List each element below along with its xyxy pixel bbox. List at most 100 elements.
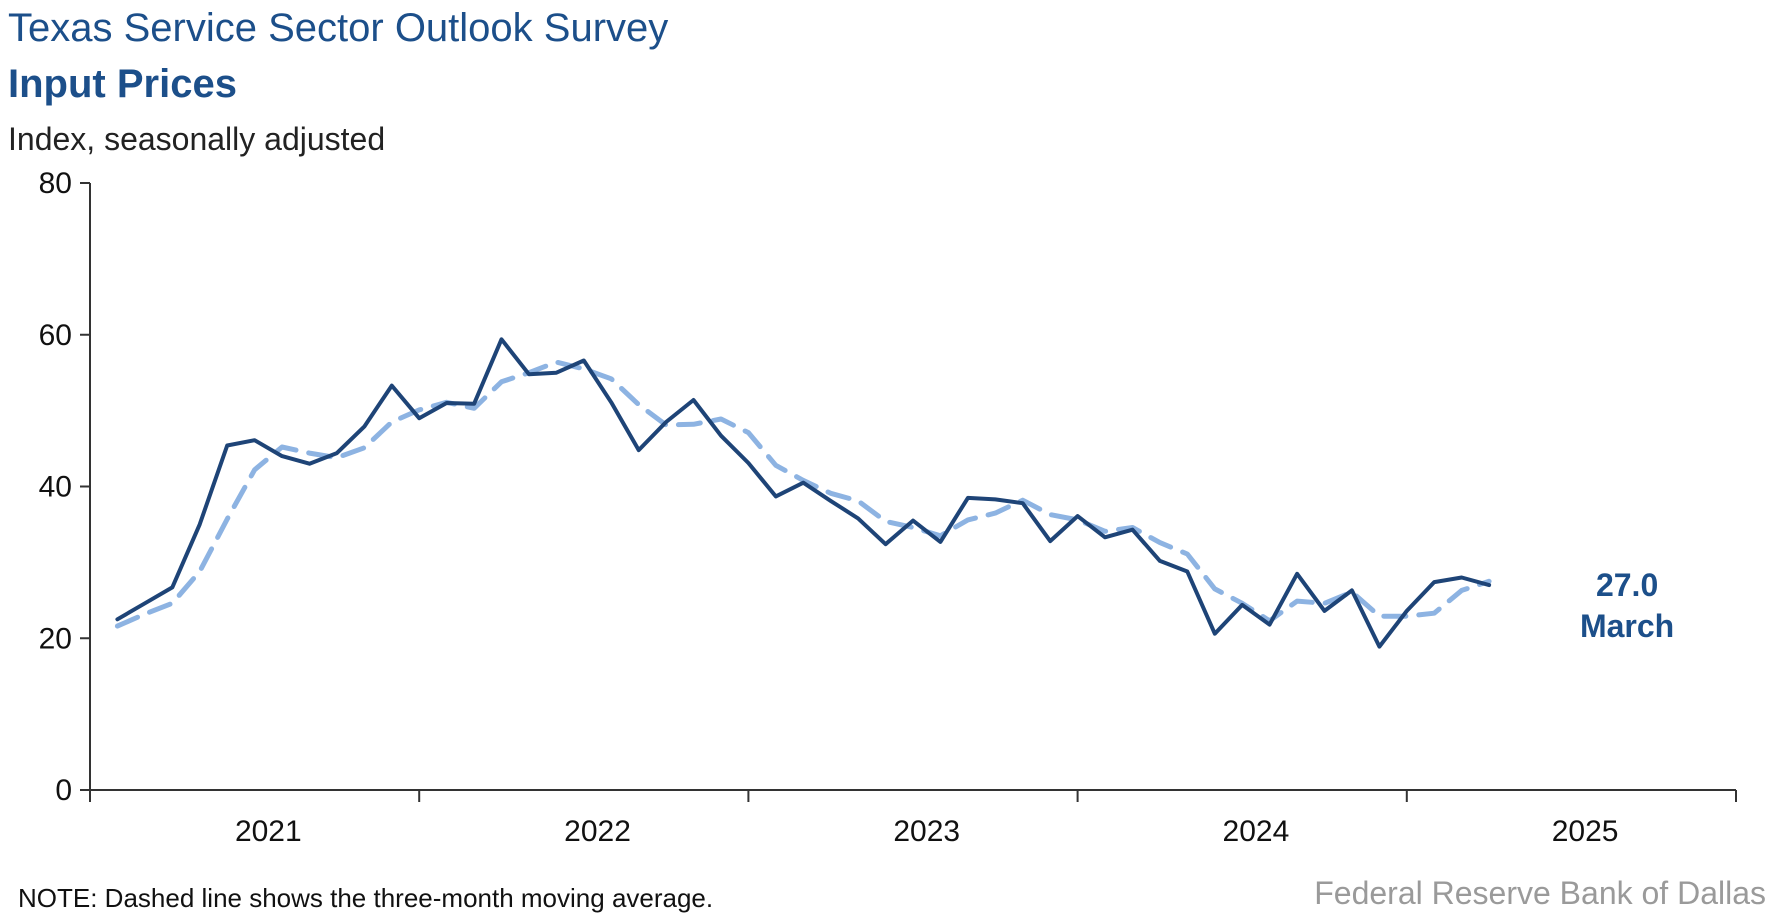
y-tick-label: 40 — [39, 471, 72, 504]
moving-average-point — [693, 424, 694, 425]
moving-average-point — [1406, 616, 1407, 617]
input-prices-point — [172, 587, 173, 588]
input-prices-point — [583, 360, 584, 361]
input-prices-point — [364, 426, 365, 427]
x-tick-label: 2023 — [893, 815, 960, 848]
input-prices-point — [1269, 624, 1270, 625]
moving-average-point — [556, 362, 557, 363]
input-prices-point — [1132, 529, 1133, 530]
moving-average-point — [282, 447, 283, 448]
moving-average-point — [227, 519, 228, 520]
input-prices-point — [638, 450, 639, 451]
moving-average-point — [1461, 590, 1462, 591]
chart-subtitle: Input Prices — [8, 62, 237, 106]
moving-average-point — [611, 378, 612, 379]
moving-average-point — [1050, 514, 1051, 515]
x-tick-label: 2025 — [1552, 815, 1619, 848]
input-prices-point — [144, 603, 145, 604]
moving-average-line — [114, 359, 1492, 629]
input-prices-point — [1050, 541, 1051, 542]
input-prices-point — [1434, 582, 1435, 583]
moving-average-point — [309, 453, 310, 454]
input-prices-point — [721, 435, 722, 436]
input-prices-point — [995, 499, 996, 500]
y-axis-label: Index, seasonally adjusted — [8, 121, 386, 157]
input-prices-point — [803, 482, 804, 483]
input-prices-point — [528, 374, 529, 375]
input-prices-point — [1187, 571, 1188, 572]
input-prices-point — [446, 403, 447, 404]
input-prices-point — [391, 385, 392, 386]
input-prices-point — [1214, 633, 1215, 634]
input-prices-point — [775, 496, 776, 497]
moving-average-point — [364, 447, 365, 448]
input-prices-point — [282, 456, 283, 457]
moving-average-point — [1379, 616, 1380, 617]
input-prices-point — [913, 520, 914, 521]
moving-average-point — [144, 614, 145, 615]
input-prices-point — [227, 445, 228, 446]
moving-average-point — [1324, 603, 1325, 604]
input-prices-point — [1105, 537, 1106, 538]
input-prices-point — [336, 453, 337, 454]
input-prices-point — [666, 422, 667, 423]
chart-note: NOTE: Dashed line shows the three-month … — [18, 883, 714, 913]
moving-average-point — [1105, 531, 1106, 532]
moving-average-point — [967, 519, 968, 520]
input-prices-point — [1461, 577, 1462, 578]
moving-average-point — [583, 368, 584, 369]
last-month-label: March — [1580, 608, 1674, 644]
input-prices-point — [254, 440, 255, 441]
moving-average-point — [254, 469, 255, 470]
input-prices-point — [1406, 610, 1407, 611]
input-prices-point — [1351, 590, 1352, 591]
input-prices-point — [967, 497, 968, 498]
moving-average-point — [913, 527, 914, 528]
x-tick-label: 2024 — [1223, 815, 1290, 848]
moving-average-point — [858, 500, 859, 501]
moving-average-point — [391, 422, 392, 423]
input-prices-point — [611, 402, 612, 403]
input-prices-point — [748, 463, 749, 464]
moving-average-point — [1297, 601, 1298, 602]
moving-average-point — [474, 408, 475, 409]
moving-average-point — [638, 404, 639, 405]
input-prices-point — [940, 541, 941, 542]
moving-average-point — [419, 409, 420, 410]
x-tick-label: 2022 — [564, 815, 631, 848]
input-prices-point — [1077, 516, 1078, 517]
moving-average-point — [336, 457, 337, 458]
input-prices-point — [1022, 503, 1023, 504]
moving-average-point — [830, 493, 831, 494]
source-credit: Federal Reserve Bank of Dallas — [1314, 875, 1766, 911]
input-prices-point — [556, 372, 557, 373]
moving-average-point — [940, 535, 941, 536]
moving-average-point — [1187, 554, 1188, 555]
axes: 0 20 40 60 80 2021 2022 2023 2024 2025 — [39, 167, 1737, 848]
input-prices-point — [309, 463, 310, 464]
moving-average-point — [199, 571, 200, 572]
input-prices-point — [1297, 573, 1298, 574]
moving-average-point — [501, 381, 502, 382]
input-prices-point — [1159, 560, 1160, 561]
input-prices-point — [1379, 646, 1380, 647]
moving-average-point — [885, 521, 886, 522]
input-prices-point — [419, 418, 420, 419]
input-prices-point — [693, 400, 694, 401]
moving-average-point — [775, 465, 776, 466]
input-prices-point — [885, 544, 886, 545]
annotation-layer: 27.0 March — [1580, 567, 1674, 644]
input-prices-point — [117, 619, 118, 620]
x-tick-label: 2021 — [235, 815, 302, 848]
moving-average-point — [1434, 613, 1435, 614]
moving-average-point — [172, 603, 173, 604]
moving-average-point — [748, 432, 749, 433]
y-tick-label: 0 — [55, 774, 72, 807]
moving-average-point — [995, 513, 996, 514]
moving-average-point — [1214, 588, 1215, 589]
moving-average-point — [1022, 500, 1023, 501]
moving-average-point — [1077, 519, 1078, 520]
input-prices-point — [1242, 604, 1243, 605]
moving-average-point — [1489, 581, 1490, 582]
